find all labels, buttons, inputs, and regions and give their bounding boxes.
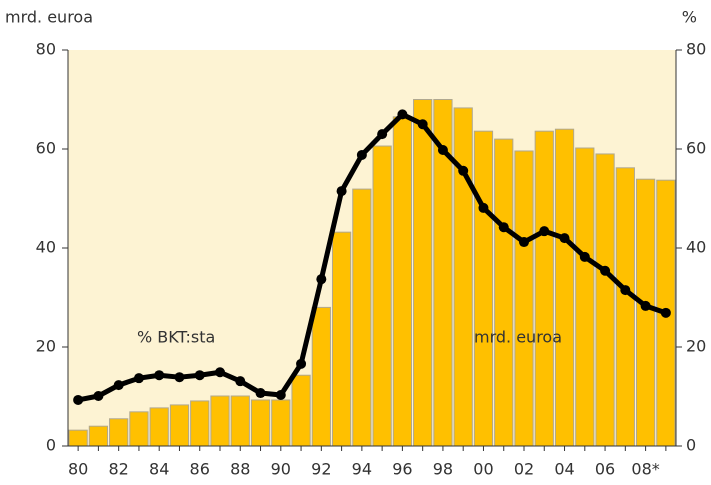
x-tick-label: 96 xyxy=(392,460,412,479)
line-marker xyxy=(660,307,671,318)
x-tick-label: 06 xyxy=(595,460,615,479)
y-tick-label: 40 xyxy=(36,238,56,257)
bar xyxy=(291,374,311,447)
y2-tick-label: 40 xyxy=(686,238,706,257)
bar xyxy=(149,407,169,447)
bar xyxy=(88,425,109,447)
bar xyxy=(169,404,190,447)
bar xyxy=(271,399,291,447)
line-marker xyxy=(255,388,266,399)
bar xyxy=(453,107,473,447)
y2-tick-label: 20 xyxy=(686,337,706,356)
series-annotation: mrd. euroa xyxy=(474,328,562,347)
line-marker xyxy=(559,233,570,244)
line-marker xyxy=(174,372,185,383)
line-marker xyxy=(458,165,469,176)
x-tick-label: 08* xyxy=(631,460,659,479)
line-marker xyxy=(154,370,165,381)
line-marker xyxy=(498,222,509,233)
bar xyxy=(210,395,230,447)
bar xyxy=(413,99,433,447)
y2-axis-label: % xyxy=(682,8,697,27)
bar xyxy=(615,167,635,447)
bar xyxy=(372,145,392,447)
x-tick-label: 00 xyxy=(473,460,493,479)
x-tick-label: 90 xyxy=(271,460,291,479)
bar xyxy=(575,147,595,447)
line-marker xyxy=(417,119,428,130)
bar xyxy=(190,400,210,447)
bar xyxy=(534,130,554,447)
bar xyxy=(494,138,514,447)
y-tick-label: 80 xyxy=(36,40,56,59)
bar xyxy=(392,116,413,447)
line-marker xyxy=(275,390,286,401)
x-tick-label: 02 xyxy=(514,460,534,479)
line-marker xyxy=(316,274,327,285)
line-marker xyxy=(133,373,144,384)
line-marker xyxy=(377,129,388,140)
bar xyxy=(250,399,271,447)
line-marker xyxy=(620,285,631,296)
x-tick-label: 82 xyxy=(108,460,128,479)
bar xyxy=(635,178,656,447)
series-annotation: % BKT:sta xyxy=(137,328,215,347)
line-marker xyxy=(437,144,448,155)
y2-tick-label: 80 xyxy=(686,40,706,59)
line-marker xyxy=(519,237,529,248)
bar xyxy=(68,429,88,447)
bar xyxy=(514,150,534,447)
bar xyxy=(230,395,250,447)
bar xyxy=(129,411,149,447)
line-marker xyxy=(336,186,347,197)
x-tick-label: 86 xyxy=(190,460,210,479)
line-marker xyxy=(215,367,225,378)
x-tick-label: 80 xyxy=(68,460,88,479)
line-marker xyxy=(93,391,104,402)
line-marker xyxy=(113,380,124,391)
bar xyxy=(595,153,615,447)
x-tick-label: 92 xyxy=(311,460,331,479)
x-tick-label: 94 xyxy=(352,460,372,479)
line-marker xyxy=(397,109,408,120)
y-axis-label: mrd. euroa xyxy=(5,8,93,27)
line-marker xyxy=(356,149,367,160)
line-marker xyxy=(478,202,489,213)
x-tick-label: 84 xyxy=(149,460,169,479)
line-marker xyxy=(600,265,611,276)
x-tick-label: 88 xyxy=(230,460,250,479)
line-marker xyxy=(296,358,307,369)
line-marker xyxy=(73,394,84,405)
bar xyxy=(473,130,494,447)
x-tick-label: 04 xyxy=(554,460,574,479)
bar xyxy=(109,418,129,447)
line-marker xyxy=(640,300,651,311)
bar xyxy=(554,128,575,447)
y2-tick-label: 0 xyxy=(686,436,696,455)
line-marker xyxy=(539,226,550,237)
y2-tick-label: 60 xyxy=(686,139,706,158)
x-tick-label: 98 xyxy=(433,460,453,479)
y-tick-label: 60 xyxy=(36,139,56,158)
y-tick-label: 20 xyxy=(36,337,56,356)
y-tick-label: 0 xyxy=(46,436,56,455)
line-marker xyxy=(235,376,246,387)
bar xyxy=(331,231,352,447)
line-marker xyxy=(194,370,205,381)
line-marker xyxy=(579,251,590,262)
bar xyxy=(311,306,331,447)
bar xyxy=(352,188,372,447)
